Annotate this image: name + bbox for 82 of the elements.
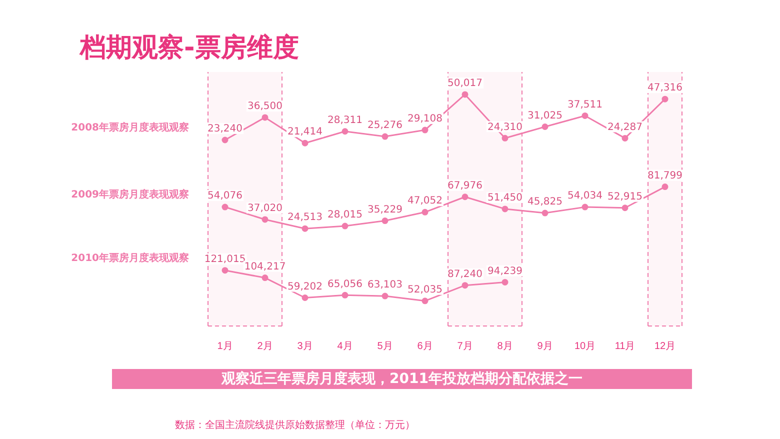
data-label: 54,034	[568, 190, 602, 202]
data-label: 24,287	[608, 122, 642, 133]
point	[222, 136, 228, 144]
point	[462, 282, 468, 289]
point	[382, 133, 388, 140]
data-label: 24,513	[288, 212, 322, 224]
data-label: 52,915	[608, 191, 642, 202]
point	[582, 204, 588, 210]
text: 2009年票房月度表现观察	[71, 188, 189, 201]
data-label: 87,240	[448, 268, 482, 280]
point	[502, 278, 508, 286]
data-label: 28,311	[328, 114, 362, 126]
data-label: 35,229	[368, 204, 402, 216]
data-label: 24,310	[488, 122, 522, 133]
data-label: 121,015	[204, 254, 246, 265]
point	[342, 128, 348, 135]
x-tick-label: 9月	[537, 340, 553, 352]
point	[382, 218, 388, 224]
point	[422, 298, 428, 304]
text: 观察近三年票房月度表现，2011年投放档期分配依据之一	[112, 369, 692, 389]
point	[462, 91, 468, 98]
point	[422, 126, 428, 134]
x-tick-label: 1月	[217, 340, 233, 352]
x-tick-label: 2月	[257, 340, 273, 352]
data-label: 47,052	[408, 196, 442, 207]
point	[502, 206, 508, 212]
data-label: 50,017	[448, 78, 482, 90]
text: 数据：全国主流院线提供原始数据整理（单位：万元）	[175, 418, 415, 432]
point	[662, 96, 668, 102]
point	[582, 112, 588, 119]
chart-title: 档期观察-票房维度	[80, 32, 299, 65]
data-label: 45,825	[528, 196, 562, 208]
point	[542, 210, 548, 216]
data-label: 25,276	[368, 120, 402, 132]
data-label: 51,450	[488, 192, 522, 204]
data-label: 28,015	[328, 210, 362, 221]
point	[342, 292, 348, 298]
point	[262, 216, 268, 223]
x-tick-label: 8月	[497, 340, 513, 352]
data-label: 54,076	[208, 190, 242, 202]
data-label: 21,414	[288, 126, 322, 138]
x-tick-label: 3月	[297, 340, 313, 352]
text: 2008年票房月度表现观察	[71, 122, 189, 134]
data-label: 29,108	[408, 114, 442, 125]
x-tick-label: 5月	[377, 340, 393, 352]
data-label: 23,240	[208, 124, 242, 135]
point	[222, 267, 228, 274]
point	[622, 204, 628, 212]
x-tick-label: 4月	[337, 340, 353, 352]
data-label: 81,799	[648, 170, 682, 182]
text: 2010年票房月度表现观察	[71, 252, 189, 264]
data-label: 36,500	[248, 101, 282, 112]
point	[502, 134, 508, 142]
x-tick-label: 12月	[654, 340, 676, 352]
data-label: 52,035	[408, 284, 442, 296]
point	[302, 294, 308, 302]
x-tick-label: 11月	[614, 340, 636, 352]
point	[262, 114, 268, 121]
x-tick-label: 10月	[574, 340, 596, 352]
data-label: 94,239	[488, 266, 522, 277]
data-label: 59,202	[288, 281, 322, 292]
point	[342, 222, 348, 230]
point	[422, 208, 428, 216]
point	[302, 225, 308, 232]
data-label: 37,020	[248, 203, 282, 214]
point	[222, 204, 228, 210]
data-label: 104,217	[244, 261, 286, 272]
data-label: 63,103	[368, 280, 402, 291]
point	[462, 194, 468, 200]
data-label: 37,511	[568, 99, 602, 110]
point	[622, 134, 628, 142]
point	[662, 184, 668, 190]
x-tick-label: 6月	[417, 340, 433, 352]
data-label: 67,976	[448, 180, 482, 192]
point	[382, 292, 388, 300]
data-label: 47,316	[648, 82, 682, 94]
point	[302, 140, 308, 146]
point	[262, 274, 268, 282]
point	[542, 124, 548, 130]
data-label: 31,025	[528, 110, 562, 122]
x-tick-label: 7月	[457, 340, 473, 352]
data-label: 65,056	[328, 278, 362, 290]
